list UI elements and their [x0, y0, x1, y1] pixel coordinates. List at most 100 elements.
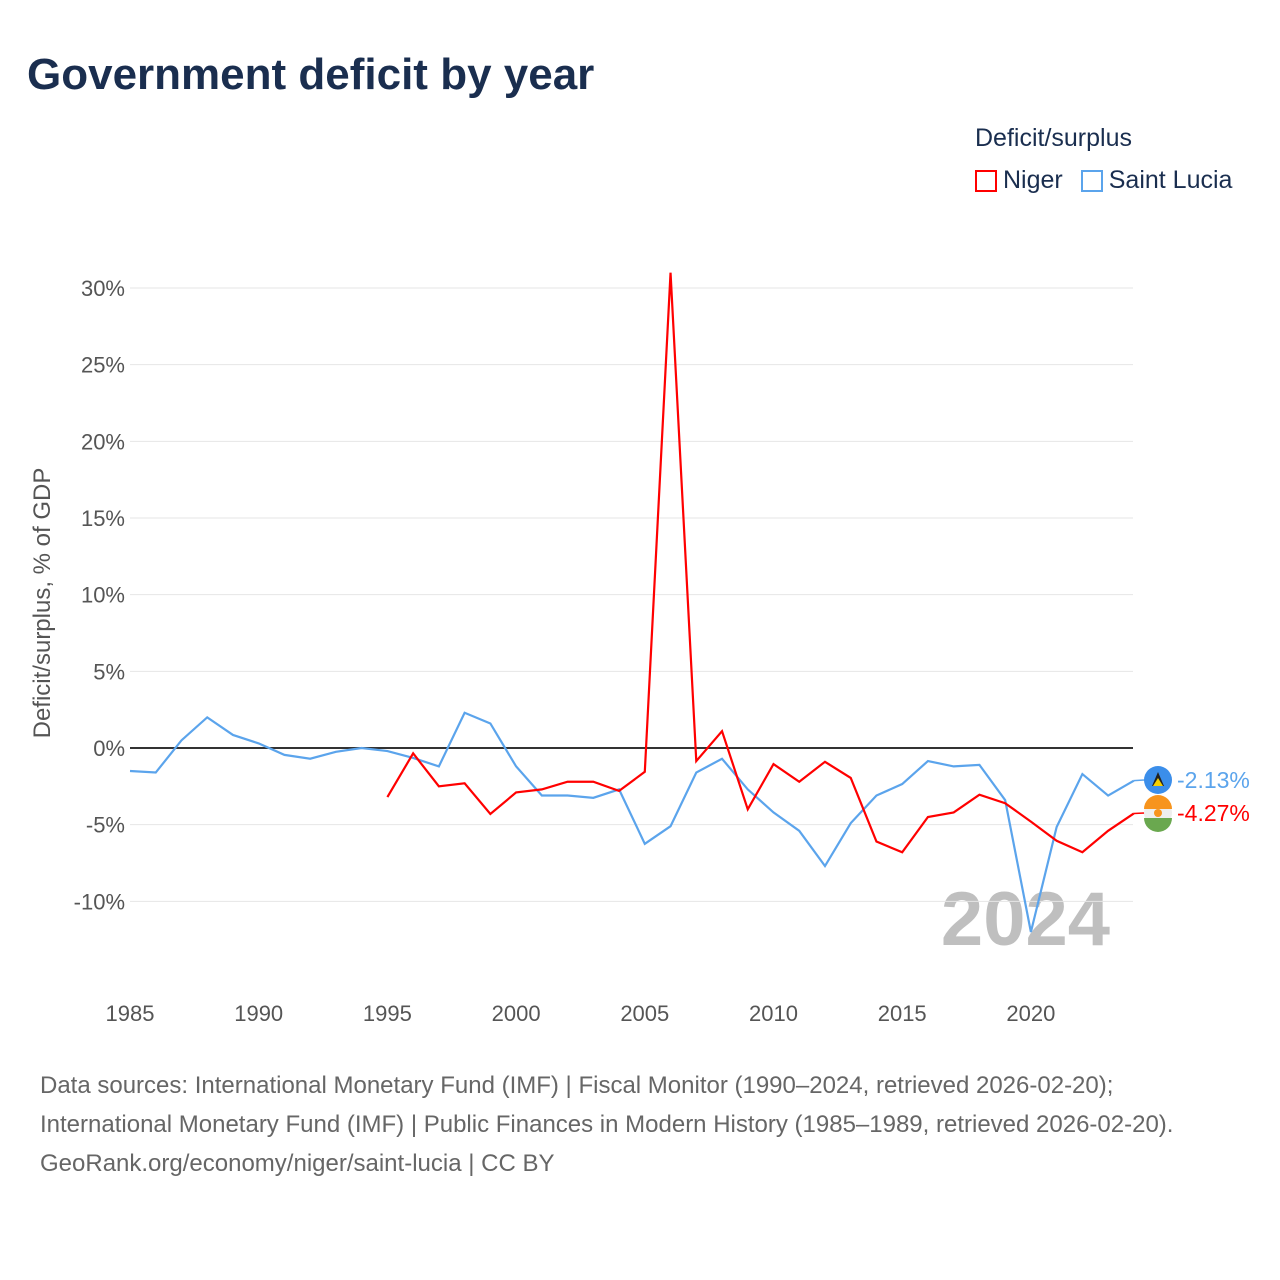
- y-tick-label: 5%: [93, 659, 125, 684]
- x-tick-label: 2015: [878, 1001, 927, 1026]
- data-point[interactable]: [1054, 824, 1060, 830]
- data-point[interactable]: [848, 775, 854, 781]
- data-point[interactable]: [976, 792, 982, 798]
- x-tick-label: 1990: [234, 1001, 283, 1026]
- series-line-saint-lucia: [129, 711, 1135, 933]
- y-tick-label: 15%: [81, 506, 125, 531]
- data-point[interactable]: [565, 793, 571, 799]
- data-point[interactable]: [513, 789, 519, 795]
- data-point[interactable]: [1002, 800, 1008, 806]
- data-point[interactable]: [848, 820, 854, 826]
- data-point[interactable]: [487, 811, 493, 817]
- data-point[interactable]: [951, 763, 957, 769]
- data-point[interactable]: [976, 762, 982, 768]
- y-tick-label: 20%: [81, 429, 125, 454]
- data-point[interactable]: [822, 863, 828, 869]
- data-point[interactable]: [796, 779, 802, 785]
- legend-swatch: [975, 169, 997, 192]
- chart-title: Government deficit by year: [27, 50, 595, 99]
- data-point[interactable]: [127, 768, 133, 774]
- data-point[interactable]: [281, 752, 287, 758]
- data-point[interactable]: [436, 783, 442, 789]
- x-tick-label: 1995: [363, 1001, 412, 1026]
- data-point[interactable]: [1105, 828, 1111, 834]
- data-point[interactable]: [539, 786, 545, 792]
- data-point[interactable]: [153, 770, 159, 776]
- data-point[interactable]: [178, 737, 184, 743]
- data-point[interactable]: [204, 714, 210, 720]
- end-value-label: -4.27%: [1177, 800, 1250, 826]
- saint-lucia-flag-icon: [1144, 766, 1172, 794]
- data-point[interactable]: [307, 756, 313, 762]
- x-tick-label: 2010: [749, 1001, 798, 1026]
- data-point[interactable]: [565, 779, 571, 785]
- data-point[interactable]: [359, 745, 365, 751]
- data-point[interactable]: [1079, 849, 1085, 855]
- data-point[interactable]: [668, 823, 674, 829]
- data-point[interactable]: [1105, 793, 1111, 799]
- x-tick-label: 2020: [1006, 1001, 1055, 1026]
- data-point[interactable]: [410, 750, 416, 756]
- data-point[interactable]: [873, 793, 879, 799]
- data-point[interactable]: [487, 720, 493, 726]
- data-point[interactable]: [796, 828, 802, 834]
- legend-item-niger[interactable]: Niger: [975, 166, 1063, 195]
- legend-title: Deficit/surplus: [975, 124, 1132, 152]
- data-point[interactable]: [873, 839, 879, 845]
- y-axis-label: Deficit/surplus, % of GDP: [29, 468, 56, 739]
- data-point[interactable]: [719, 756, 725, 762]
- y-tick-label: -10%: [74, 889, 125, 914]
- y-tick-label: -5%: [86, 813, 125, 838]
- data-point[interactable]: [899, 849, 905, 855]
- data-point[interactable]: [616, 788, 622, 794]
- data-point[interactable]: [230, 732, 236, 738]
- data-point[interactable]: [384, 794, 390, 800]
- plot-area: 2024 Deficit/surplus, % of GDP -10% -5% 0%…: [29, 270, 1250, 1026]
- credit-link[interactable]: GeoRank.org/economy/niger/saint-lucia | …: [40, 1150, 555, 1177]
- data-point[interactable]: [899, 781, 905, 787]
- data-point[interactable]: [462, 780, 468, 786]
- data-point[interactable]: [771, 809, 777, 815]
- data-point[interactable]: [668, 270, 674, 276]
- data-point[interactable]: [1028, 819, 1034, 825]
- data-point[interactable]: [951, 809, 957, 815]
- data-point[interactable]: [925, 814, 931, 820]
- data-point[interactable]: [256, 740, 262, 746]
- data-point[interactable]: [719, 728, 725, 734]
- legend: Niger Saint Lucia: [975, 166, 1232, 195]
- legend-label: Niger: [1003, 166, 1063, 194]
- data-point[interactable]: [1079, 771, 1085, 777]
- data-point[interactable]: [1054, 838, 1060, 844]
- data-point[interactable]: [745, 786, 751, 792]
- series-line-niger: [386, 272, 1135, 854]
- footer: Data sources: International Monetary Fun…: [40, 1066, 1240, 1183]
- y-tick-label: 25%: [81, 353, 125, 378]
- data-point[interactable]: [590, 779, 596, 785]
- data-point[interactable]: [333, 749, 339, 755]
- end-connector: [1133, 779, 1146, 782]
- end-value-label: -2.13%: [1177, 767, 1250, 793]
- data-point[interactable]: [384, 748, 390, 754]
- data-point[interactable]: [745, 806, 751, 812]
- data-point[interactable]: [642, 841, 648, 847]
- data-point[interactable]: [462, 710, 468, 716]
- data-point[interactable]: [513, 763, 519, 769]
- data-point[interactable]: [693, 758, 699, 764]
- data-point[interactable]: [771, 761, 777, 767]
- y-tick-label: 0%: [93, 736, 125, 761]
- data-point[interactable]: [539, 793, 545, 799]
- data-point[interactable]: [642, 769, 648, 775]
- data-point[interactable]: [436, 763, 442, 769]
- data-point[interactable]: [590, 795, 596, 801]
- data-point[interactable]: [925, 758, 931, 764]
- data-point[interactable]: [693, 770, 699, 776]
- x-tick-label: 2000: [492, 1001, 541, 1026]
- legend-item-saint-lucia[interactable]: Saint Lucia: [1080, 166, 1232, 195]
- data-point[interactable]: [1028, 929, 1034, 935]
- x-tick-label: 2005: [620, 1001, 669, 1026]
- data-point[interactable]: [822, 759, 828, 765]
- year-watermark: 2024: [941, 877, 1110, 962]
- data-sources: Data sources: International Monetary Fun…: [40, 1072, 1174, 1138]
- legend-swatch: [1080, 169, 1103, 192]
